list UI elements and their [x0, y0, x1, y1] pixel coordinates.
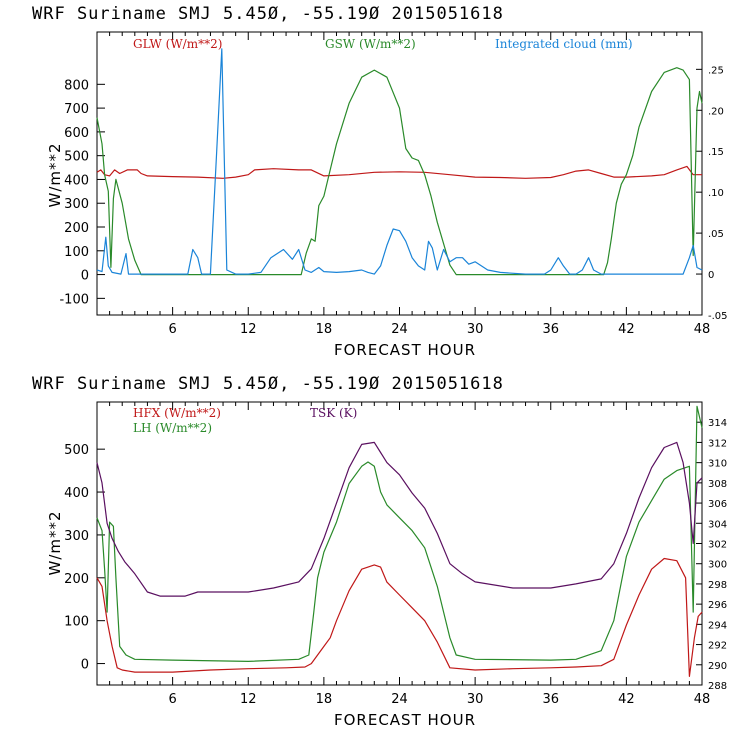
bottom-plot-frame [96, 401, 703, 686]
x-tick-label: 30 [467, 322, 484, 337]
y2-tick-label: 308 [708, 479, 727, 490]
x-tick-label: 48 [694, 322, 711, 337]
x-tick-label: 42 [618, 322, 635, 337]
y2-tick-label: 306 [708, 499, 727, 510]
top-legend-glw: GLW (W/m**2) [133, 37, 222, 51]
bottom-legend-tsk: TSK (K) [310, 406, 357, 420]
x-tick-label: 24 [391, 322, 408, 337]
y2-tick-label: 0 [708, 270, 714, 281]
top-xlabel: FORECAST HOUR [334, 341, 476, 359]
top-ylabel: W/m**2 [46, 142, 64, 207]
series-line-glw [96, 165, 702, 179]
y2-tick-label: .15 [708, 147, 724, 158]
y2-tick-label: .20 [708, 106, 724, 117]
x-tick-label: 48 [694, 692, 711, 707]
x-tick-label: 24 [391, 692, 408, 707]
bottom-xlabel: FORECAST HOUR [334, 711, 476, 729]
x-tick-label: 36 [542, 322, 559, 337]
y2-tick-label: 290 [708, 661, 727, 672]
y-tick-label: -100 [59, 292, 89, 307]
y2-tick-label: 296 [708, 600, 727, 611]
series-line-gsw [96, 67, 703, 276]
y2-tick-label: .10 [708, 188, 724, 199]
x-tick-label: 6 [168, 692, 176, 707]
y2-tick-label: 314 [708, 418, 727, 429]
x-tick-label: 12 [240, 692, 257, 707]
series-line-lh [96, 405, 703, 662]
y-tick-label: 700 [64, 102, 89, 117]
y-tick-label: 0 [81, 658, 89, 673]
series-line-tsk [96, 441, 703, 597]
series-line-integrated [96, 48, 703, 275]
y-tick-label: 500 [64, 150, 89, 165]
x-tick-label: 18 [316, 322, 333, 337]
bottom-title: WRF Suriname SMJ 5.45Ø, -55.19Ø 20150516… [32, 374, 504, 394]
y2-tick-label: 312 [708, 438, 727, 449]
y2-tick-label: 298 [708, 580, 727, 591]
bottom-ylabel: W/m**2 [46, 510, 64, 575]
chart-bottom: WRF Suriname SMJ 5.45Ø, -55.19Ø 20150516… [32, 374, 727, 729]
x-tick-label: 42 [618, 692, 635, 707]
y-tick-label: 300 [64, 529, 89, 544]
y2-tick-label: 310 [708, 459, 727, 470]
top-legend-gsw: GSW (W/m**2) [325, 37, 416, 51]
y-tick-label: 400 [64, 173, 89, 188]
y-tick-label: 300 [64, 197, 89, 212]
bottom-legend-hfx: HFX (W/m**2) [133, 406, 221, 420]
y2-tick-label: 294 [708, 620, 727, 631]
y-tick-label: 800 [64, 78, 89, 93]
y-tick-label: 100 [64, 245, 89, 260]
y-tick-label: 400 [64, 486, 89, 501]
y2-tick-label: 304 [708, 519, 727, 530]
y2-tick-label: 292 [708, 641, 727, 652]
x-tick-label: 18 [316, 692, 333, 707]
bottom-legend-lh: LH (W/m**2) [133, 421, 212, 435]
y-tick-label: 100 [64, 615, 89, 630]
y2-tick-label: .25 [708, 65, 724, 76]
y-tick-label: 200 [64, 572, 89, 587]
y2-tick-label: -.05 [708, 311, 728, 322]
x-tick-label: 30 [467, 692, 484, 707]
x-tick-label: 12 [240, 322, 257, 337]
y2-tick-label: 300 [708, 560, 727, 571]
y-tick-label: 500 [64, 443, 89, 458]
series-line-hfx [96, 557, 703, 677]
x-tick-label: 36 [542, 692, 559, 707]
x-tick-label: 6 [168, 322, 176, 337]
chart-top: WRF Suriname SMJ 5.45Ø, -55.19Ø 20150516… [32, 4, 728, 359]
top-legend-cloud: Integrated cloud (mm) [495, 37, 633, 51]
y2-tick-label: 302 [708, 540, 727, 551]
y-tick-label: 600 [64, 126, 89, 141]
top-title: WRF Suriname SMJ 5.45Ø, -55.19Ø 20150516… [32, 4, 504, 24]
y2-tick-label: .05 [708, 229, 724, 240]
y-tick-label: 0 [81, 269, 89, 284]
y-tick-label: 200 [64, 221, 89, 236]
y2-tick-label: 288 [708, 681, 727, 692]
